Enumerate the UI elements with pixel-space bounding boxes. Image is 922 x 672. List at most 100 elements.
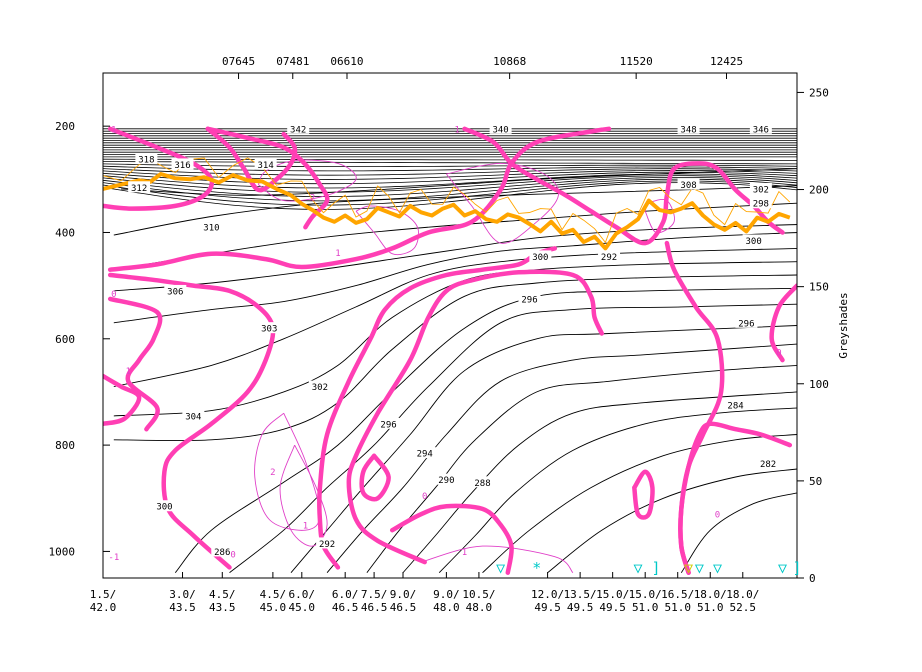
pv-label: 2 (310, 193, 315, 203)
pv-label: 1 (303, 521, 308, 531)
pv-label: 1 (455, 125, 460, 135)
axes: 2004006008001000050100150200250Greyshade… (49, 55, 851, 614)
right-axis-tick-label: 200 (809, 184, 829, 197)
theta-label: 286 (214, 548, 230, 558)
pv-label: 0 (776, 349, 781, 359)
bottom-label-line2: 46.5 (361, 601, 388, 614)
theta-label-bg (677, 122, 700, 134)
theta-line (290, 325, 797, 573)
pv-label: -1 (108, 553, 119, 563)
theta-label: 302 (753, 185, 769, 195)
theta-label-bg (529, 250, 552, 262)
left-axis-tick-label: 800 (55, 439, 75, 452)
theta-label-bg (182, 409, 205, 421)
right-axis-tick-label: 100 (809, 378, 829, 391)
pv-thick-line (107, 126, 612, 272)
bottom-label-line1: 15.0/ (596, 588, 629, 601)
top-station-label: 07645 (222, 55, 255, 68)
top-station-label: 10868 (493, 55, 526, 68)
theta-label-bg (749, 197, 772, 209)
theta-label: 296 (521, 295, 537, 305)
theta-line (482, 434, 797, 574)
theta-label: 300 (745, 237, 761, 247)
pv-label: 1 (335, 249, 340, 259)
bottom-label-line2: 46.5 (390, 601, 417, 614)
theta-label: 314 (258, 161, 274, 171)
theta-label: 284 (727, 402, 743, 412)
pv-label: 0 (230, 551, 235, 561)
pv-label: 1 (111, 125, 116, 135)
surface-marker: ] (652, 559, 661, 577)
bottom-label-line1: 4.5/ (209, 588, 236, 601)
bottom-label-line2: 46.5 (332, 601, 359, 614)
theta-label: 288 (474, 479, 490, 489)
top-station-label: 06610 (330, 55, 363, 68)
bottom-label-line1: 9.0/ (390, 588, 417, 601)
bottom-label-line2: 43.5 (209, 601, 236, 614)
theta-label: 316 (174, 161, 190, 171)
pv-thick-line (769, 283, 797, 363)
bottom-label-line2: 51.0 (632, 601, 659, 614)
theta-line (103, 158, 797, 161)
theta-line (103, 176, 797, 197)
pv-thick-line (389, 503, 514, 575)
theta-label: 312 (131, 184, 147, 194)
tropopause-thin-line (103, 157, 791, 244)
theta-label-bg (128, 181, 151, 193)
theta-label-bg (413, 447, 436, 459)
theta-label-bg (489, 122, 512, 134)
right-axis-tick-label: 0 (809, 572, 816, 585)
pv-label: 1 (126, 367, 131, 377)
bottom-label-line1: 4.5/ (260, 588, 287, 601)
theta-label: 300 (156, 503, 172, 513)
theta-line (113, 261, 797, 417)
plot-border (102, 72, 798, 579)
theta-label-bg (724, 399, 747, 411)
bottom-label-line2: 49.5 (534, 601, 561, 614)
bottom-label-line2: 45.0 (289, 601, 316, 614)
bottom-label-line2: 48.0 (433, 601, 460, 614)
surface-markers: ▽ * ▽] ▽ ▽ ▽ ▽] (496, 559, 801, 577)
bottom-label-line2: 42.0 (90, 601, 117, 614)
pv-thin-line (257, 159, 357, 202)
theta-label: 298 (753, 200, 769, 210)
theta-label-bg (377, 417, 400, 429)
theta-label: 292 (601, 253, 617, 263)
surface-marker: ] (792, 559, 801, 577)
top-station-label: 12425 (710, 55, 743, 68)
left-axis-tick-label: 200 (55, 120, 75, 133)
theta-label: 346 (753, 125, 769, 135)
pv-label: 0 (422, 492, 427, 502)
theta-line (103, 175, 797, 193)
bottom-label-line2: 49.5 (567, 601, 594, 614)
pv-thick-line (205, 126, 298, 193)
bottom-label-line1: 3.0/ (169, 588, 196, 601)
surface-marker: ▽ (695, 559, 704, 577)
bottom-label-line1: 6.0/ (332, 588, 359, 601)
right-axis-tick-label: 250 (809, 86, 829, 99)
bottom-label-line1: 18.0/ (726, 588, 759, 601)
theta-label-bg (757, 457, 780, 469)
theta-label: 294 (417, 450, 433, 460)
theta-label-bg (435, 473, 458, 485)
pv-thick-line (205, 126, 330, 230)
pv-label: 0 (111, 290, 116, 300)
plot-frame (102, 72, 798, 579)
tropopause-series-line (103, 172, 791, 251)
theta-line (113, 232, 797, 324)
theta-label-bg (308, 380, 331, 392)
pv-thick-line (107, 296, 163, 432)
bottom-label-line1: 13.5/ (564, 588, 597, 601)
theta-label-bg (598, 250, 621, 262)
theta-label-bg (471, 476, 494, 488)
theta-label-bg (200, 221, 223, 233)
pv-thin-line (420, 545, 574, 574)
theta-label: 290 (438, 476, 454, 486)
pv-label: 0 (715, 511, 720, 521)
tropopause-lines (103, 157, 791, 251)
theta-label: 342 (290, 125, 306, 135)
bottom-label-line2: 51.0 (697, 601, 724, 614)
bottom-label-line1: 9.0/ (433, 588, 460, 601)
